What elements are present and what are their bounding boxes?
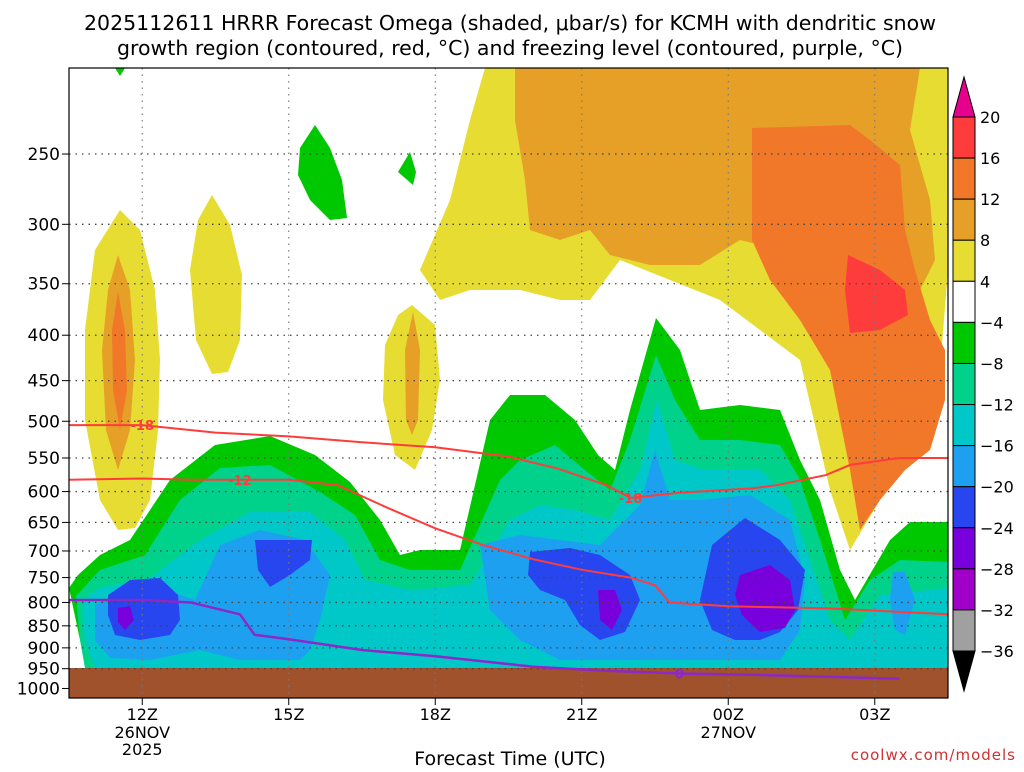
colorbar-label-10: −24 xyxy=(980,519,1014,538)
contour-lines: -18 -18 -12 0 xyxy=(69,419,948,683)
colorbar-label-2: 12 xyxy=(980,190,1000,209)
freezing-level-contour xyxy=(69,598,900,680)
y-tick-label-450: 450 xyxy=(28,372,60,392)
colorbar-segment-9 xyxy=(952,486,976,529)
y-tick-label-650: 650 xyxy=(28,513,60,533)
omega-region-neg-4-up1 xyxy=(298,125,347,220)
x-tick-label-12Z: 12Z xyxy=(127,705,158,724)
y-tick-label-500: 500 xyxy=(28,412,60,432)
ground-surface xyxy=(69,668,948,698)
y-tick-label-300: 300 xyxy=(28,215,60,235)
y-tick-label-750: 750 xyxy=(28,569,60,589)
colorbar-segment-11 xyxy=(952,568,976,611)
colorbar-segment-10 xyxy=(952,527,976,570)
colorbar-label-8: −16 xyxy=(980,437,1014,456)
plot-frame xyxy=(68,67,949,699)
colorbar-label-1: 16 xyxy=(980,149,1000,168)
colorbar-segment-2 xyxy=(952,198,976,241)
x-tick-label-03Z: 03Z xyxy=(859,705,890,724)
colorbar-bottom-arrow xyxy=(952,650,976,693)
colorbar-label-6: −8 xyxy=(980,354,1004,373)
colorbar-label-0: 20 xyxy=(980,108,1000,127)
chart-title-line1: 2025112611 HRRR Forecast Omega (shaded, … xyxy=(84,11,936,35)
x-tick-date-00Z: 27NOV xyxy=(700,723,756,742)
y-tick-label-700: 700 xyxy=(28,542,60,562)
y-tick-label-850: 850 xyxy=(28,617,60,637)
x-tick-label-18Z: 18Z xyxy=(420,705,451,724)
omega-region-pos-8-center xyxy=(405,312,420,435)
grid-lines xyxy=(69,68,948,698)
omega-region-pos-16 xyxy=(845,255,908,333)
omega-region-neg-20 xyxy=(108,518,805,640)
y-tick-label-550: 550 xyxy=(28,449,60,469)
colorbar-label-5: −4 xyxy=(980,313,1004,332)
x-tick-label-15Z: 15Z xyxy=(273,705,304,724)
x-axis-title: Forecast Time (UTC) xyxy=(414,748,605,768)
dgz-contour-minus12-label-0: -12 xyxy=(228,474,252,489)
dgz-contour-minus18 xyxy=(69,424,948,499)
colorbar-legend: 20 16 12 8 4 −4 −8 −12 −16 −20 −24 −28 −32 −36 xyxy=(952,75,1014,693)
x-tick-year-12Z: 2025 xyxy=(122,740,163,759)
omega-region-neg-4-corner xyxy=(115,68,125,76)
y-tick-label-950: 950 xyxy=(28,660,60,680)
colorbar-label-9: −20 xyxy=(980,478,1014,497)
omega-shaded-field xyxy=(69,68,948,698)
colorbar-segment-12 xyxy=(952,609,976,652)
colorbar-segment-1 xyxy=(952,157,976,200)
colorbar-segment-4 xyxy=(952,280,976,323)
colorbar-label-13: −36 xyxy=(980,642,1014,661)
dgz-contour-minus12 xyxy=(69,477,948,616)
omega-region-pos-12-left xyxy=(112,292,127,430)
x-tick-date-12Z: 26NOV xyxy=(114,723,170,742)
colorbar-label-11: −28 xyxy=(980,560,1014,579)
freezing-level-contour-label-0: 0 xyxy=(675,668,684,683)
colorbar-label-12: −32 xyxy=(980,601,1014,620)
y-tick-label-350: 350 xyxy=(28,275,60,295)
colorbar-segment-3 xyxy=(952,239,976,282)
dgz-contour-minus18-label-1: -18 xyxy=(619,492,643,507)
dgz-contour-minus18-label-0: -18 xyxy=(131,419,155,434)
colorbar-label-3: 8 xyxy=(980,231,990,250)
y-tick-label-400: 400 xyxy=(28,326,60,346)
y-tick-label-250: 250 xyxy=(28,145,60,165)
x-tick-label-00Z: 00Z xyxy=(713,705,744,724)
y-tick-label-800: 800 xyxy=(28,593,60,613)
y-tick-label-600: 600 xyxy=(28,483,60,503)
colorbar-label-4: 4 xyxy=(980,272,990,291)
omega-region-pos-12 xyxy=(752,125,945,530)
omega-region-neg-4-up2 xyxy=(398,152,416,185)
colorbar-segment-7 xyxy=(952,404,976,447)
colorbar-segment-5 xyxy=(952,321,976,364)
colorbar-segment-6 xyxy=(952,362,976,406)
colorbar-segment-0 xyxy=(952,116,976,159)
y-tick-label-1000: 1000 xyxy=(17,679,60,699)
x-tick-label-21Z: 21Z xyxy=(566,705,597,724)
y-axis: 2503003504004505005506006507007508008509… xyxy=(17,145,69,699)
credit-text: coolwx.com/models xyxy=(851,746,1016,764)
y-tick-label-900: 900 xyxy=(28,639,60,659)
chart-title-line2: growth region (contoured, red, °C) and f… xyxy=(117,36,903,60)
omega-region-pos-4-mid xyxy=(190,195,242,374)
colorbar-top-arrow xyxy=(952,75,976,118)
colorbar-label-7: −12 xyxy=(980,396,1014,415)
colorbar-segment-8 xyxy=(952,445,976,488)
